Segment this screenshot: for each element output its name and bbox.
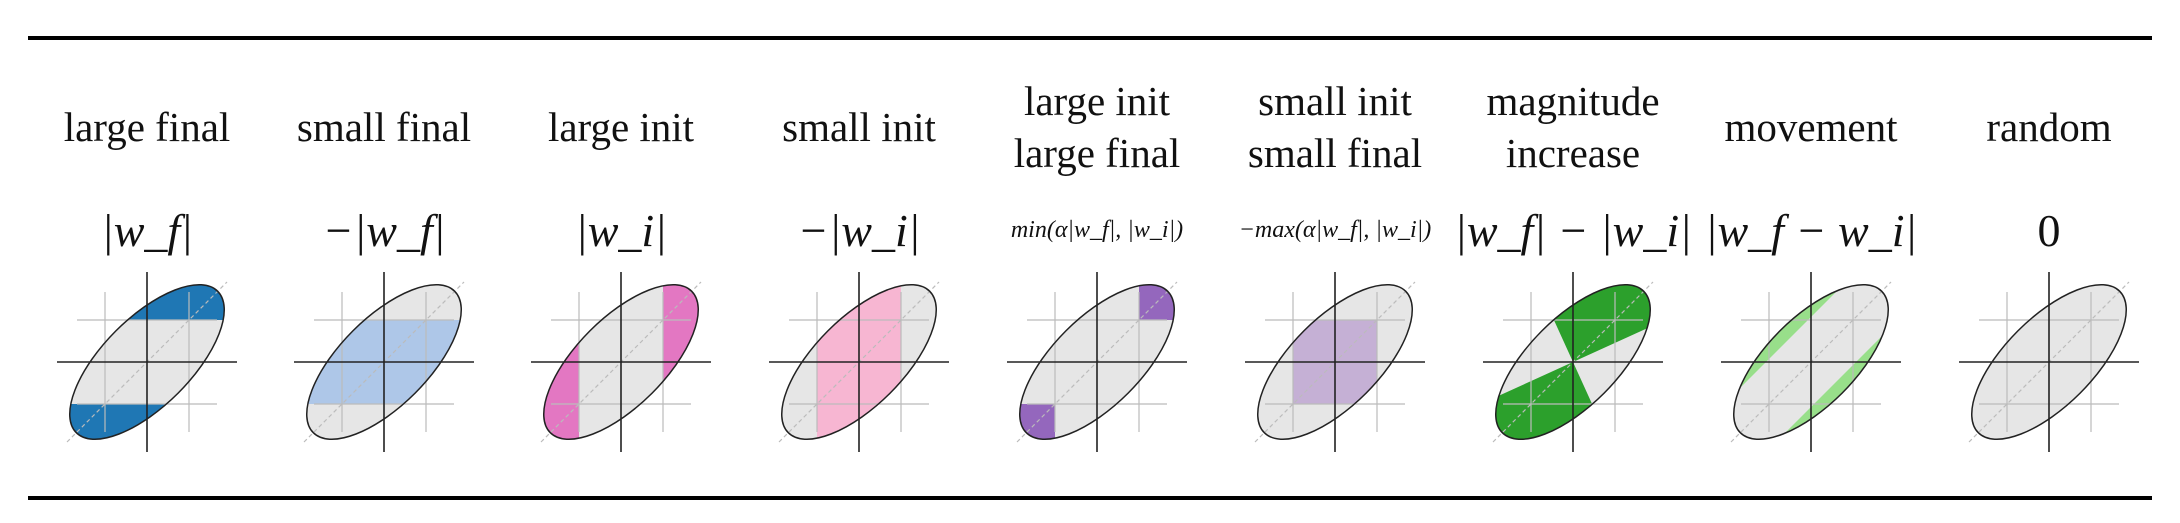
- criterion-title: small init small final: [1216, 72, 1454, 182]
- ellipse-outline: [1970, 283, 2128, 441]
- criterion-small-init: small init −|w_i|: [740, 0, 978, 523]
- ellipse-outline: [780, 283, 938, 441]
- criterion-formula: 0: [2037, 204, 2061, 256]
- criterion-title-line: small init: [782, 104, 936, 150]
- ellipse-outline: [1018, 283, 1176, 441]
- criterion-title-line: small final: [1247, 130, 1423, 176]
- criterion-title-line: large final: [63, 104, 231, 150]
- ellipse-outline: [542, 283, 700, 441]
- criterion-title-line: random: [1986, 104, 2112, 150]
- criterion-title: large final: [28, 72, 266, 182]
- shaded-region: [1746, 297, 1901, 452]
- criterion-title-line: small final: [296, 104, 472, 150]
- ellipse-outline: [1732, 283, 1890, 441]
- ellipse-outline: [305, 283, 463, 441]
- criterion-formula: −|w_i|: [797, 204, 921, 256]
- criterion-title: movement: [1692, 72, 1930, 182]
- criterion-large-final: large final |w_f|: [28, 0, 266, 523]
- ellipse-outline: [1256, 283, 1414, 441]
- criterion-small-init-small-final: small init small final −max(α|w_f|, |w_i|): [1216, 0, 1454, 523]
- criterion-title-line: increase: [1505, 130, 1641, 176]
- criterion-large-init-large-final: large init large final min(α|w_f|, |w_i|): [978, 0, 1216, 523]
- ellipse-glyph: [531, 272, 711, 452]
- ellipse-glyph: [294, 272, 474, 452]
- bottom-rule: [28, 496, 2152, 500]
- ellipse-glyph: [1721, 272, 1901, 452]
- criterion-title-line: small init: [1258, 78, 1412, 124]
- criterion-large-init: large init |w_i|: [502, 0, 740, 523]
- criterion-title-line: large init: [547, 104, 695, 150]
- criterion-title-line: magnitude: [1486, 78, 1660, 124]
- ellipse-outline: [68, 283, 226, 441]
- criterion-formula: min(α|w_f|, |w_i|): [1010, 216, 1184, 243]
- criterion-title: large init large final: [978, 72, 1216, 182]
- shaded-region: [1721, 272, 1876, 427]
- criterion-small-final: small final −|w_f|: [265, 0, 503, 523]
- criterion-formula: |w_i|: [575, 204, 667, 256]
- criterion-formula: |w_f| − |w_i|: [1454, 204, 1692, 256]
- criterion-title: magnitude increase: [1454, 72, 1692, 182]
- ellipse-glyph: [1007, 272, 1187, 452]
- ellipse-outline: [1494, 283, 1652, 441]
- ellipse-glyph: [1959, 272, 2139, 452]
- criterion-title-line: movement: [1724, 104, 1898, 150]
- ellipse-glyph: [57, 272, 237, 452]
- criterion-formula: |w_f|: [101, 204, 193, 256]
- criterion-title-line: large final: [1013, 130, 1181, 176]
- criterion-formula: −max(α|w_f|, |w_i|): [1238, 216, 1432, 243]
- top-rule: [28, 36, 2152, 40]
- criterion-title: random: [1930, 72, 2168, 182]
- criterion-title-line: large init: [1023, 78, 1171, 124]
- ellipse-glyph: [1245, 272, 1425, 452]
- ellipse-glyph: [769, 272, 949, 452]
- criterion-random: random 0: [1930, 0, 2168, 523]
- criterion-title: large init: [502, 72, 740, 182]
- criterion-movement: movement |w_f − w_i|: [1692, 0, 1930, 523]
- shaded-region: [1721, 272, 1901, 452]
- criterion-magnitude-increase: magnitude increase |w_f| − |w_i|: [1454, 0, 1692, 523]
- criterion-formula: −|w_f|: [322, 204, 446, 256]
- criterion-formula: |w_f − w_i|: [1704, 204, 1918, 256]
- criterion-title: small init: [740, 72, 978, 182]
- ellipse-glyph: [1483, 272, 1663, 452]
- criterion-title: small final: [265, 72, 503, 182]
